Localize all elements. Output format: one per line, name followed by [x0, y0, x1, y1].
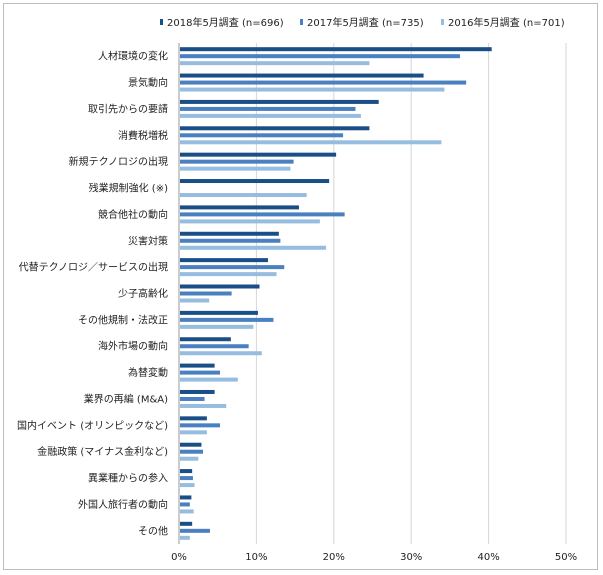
category-label: その他: [138, 524, 168, 537]
bar: [180, 403, 227, 408]
bar: [180, 193, 307, 198]
bar: [180, 73, 424, 78]
category-label: 新規テクノロジの出現: [69, 155, 168, 168]
bar: [180, 317, 274, 322]
bar: [180, 370, 221, 375]
category-label: 取引先からの要請: [88, 102, 168, 115]
bar: [180, 337, 231, 342]
bar: [180, 80, 467, 85]
bar: [180, 99, 379, 104]
gridlines: [178, 43, 567, 544]
bar: [180, 521, 193, 526]
bar: [180, 106, 356, 111]
bar: [180, 449, 203, 454]
legend-swatch: [300, 19, 303, 25]
bar: [180, 179, 330, 184]
bar: [180, 528, 210, 533]
x-tick-label: 0%: [171, 552, 187, 563]
legend-label: 2018年5月調査 (n=696): [167, 16, 284, 29]
category-label: 国内イベント (オリンピックなど): [17, 419, 168, 432]
bar: [180, 363, 215, 368]
bar: [180, 258, 269, 263]
category-label: 代替テクノロジ／サービスの出現: [19, 261, 168, 274]
x-tick-labels: 0% 10% 20% 30% 40% 50%: [171, 552, 577, 563]
bar: [180, 344, 249, 349]
bar: [180, 430, 207, 435]
bar: [180, 416, 207, 421]
legend-swatch: [160, 19, 163, 25]
bar: [180, 245, 327, 250]
bar: [180, 310, 258, 315]
bar: [180, 298, 210, 303]
bar: [180, 238, 281, 243]
bar: [180, 442, 202, 447]
bar: [180, 291, 232, 296]
category-label: その他規制・法改正: [78, 313, 168, 326]
category-labels: 人材環境の変化景気動向取引先からの要請消費税増税新規テクノロジの出現残業規制強化…: [17, 50, 168, 538]
category-label: 金融政策 (マイナス金利など): [37, 445, 168, 458]
category-label: 競合他社の動向: [98, 208, 168, 221]
legend-label: 2016年5月調査 (n=701): [448, 16, 565, 29]
bar: [180, 152, 337, 157]
legend: 2018年5月調査 (n=696) 2017年5月調査 (n=735) 2016年5…: [160, 16, 565, 29]
bar: [180, 54, 460, 59]
bar: [180, 469, 193, 474]
bar: [180, 166, 291, 171]
bar: [180, 377, 238, 382]
bar: [180, 126, 370, 131]
chart-frame: [3, 3, 598, 570]
bar: [180, 324, 254, 329]
bar: [180, 231, 279, 236]
x-tick-label: 10%: [245, 552, 267, 563]
bar: [180, 495, 192, 500]
category-label: 外国人旅行者の動向: [78, 498, 168, 511]
bar: [180, 272, 277, 277]
category-label: 災害対策: [128, 234, 168, 247]
bar: [180, 159, 294, 164]
x-tick-label: 50%: [555, 552, 577, 563]
category-label: 景気動向: [128, 76, 168, 89]
bar: [180, 423, 221, 428]
bar: [180, 483, 195, 488]
bar: [180, 140, 442, 145]
legend-label: 2017年5月調査 (n=735): [307, 16, 424, 29]
category-label: 人材環境の変化: [98, 50, 168, 63]
category-label: 海外市場の動向: [98, 340, 168, 353]
x-tick-label: 20%: [323, 552, 345, 563]
category-label: 為替変動: [128, 366, 168, 379]
x-tick-label: 40%: [477, 552, 499, 563]
bar: [180, 509, 194, 514]
bar: [180, 351, 262, 356]
bar: [180, 396, 205, 401]
category-label: 少子高齢化: [118, 287, 168, 300]
category-label: 異業種からの参入: [88, 472, 168, 485]
bar: [180, 61, 370, 66]
bar: [180, 476, 193, 481]
bar: [180, 284, 260, 289]
bar: [180, 205, 299, 210]
bar: [180, 535, 190, 540]
legend-swatch: [441, 19, 444, 25]
bar: [180, 87, 445, 92]
bar: [180, 456, 199, 461]
bar: [180, 265, 285, 270]
bar: [180, 212, 345, 217]
bars: [180, 47, 492, 540]
bar: [180, 47, 492, 52]
bar: [180, 219, 320, 224]
category-label: 業界の再編 (M&A): [84, 392, 168, 405]
bar: [180, 133, 344, 138]
bar: [180, 113, 361, 118]
category-label: 残業規制強化 (※): [89, 182, 168, 195]
category-label: 消費税増税: [118, 129, 168, 142]
bar: [180, 502, 190, 507]
bar: [180, 389, 215, 394]
x-tick-label: 30%: [400, 552, 422, 563]
